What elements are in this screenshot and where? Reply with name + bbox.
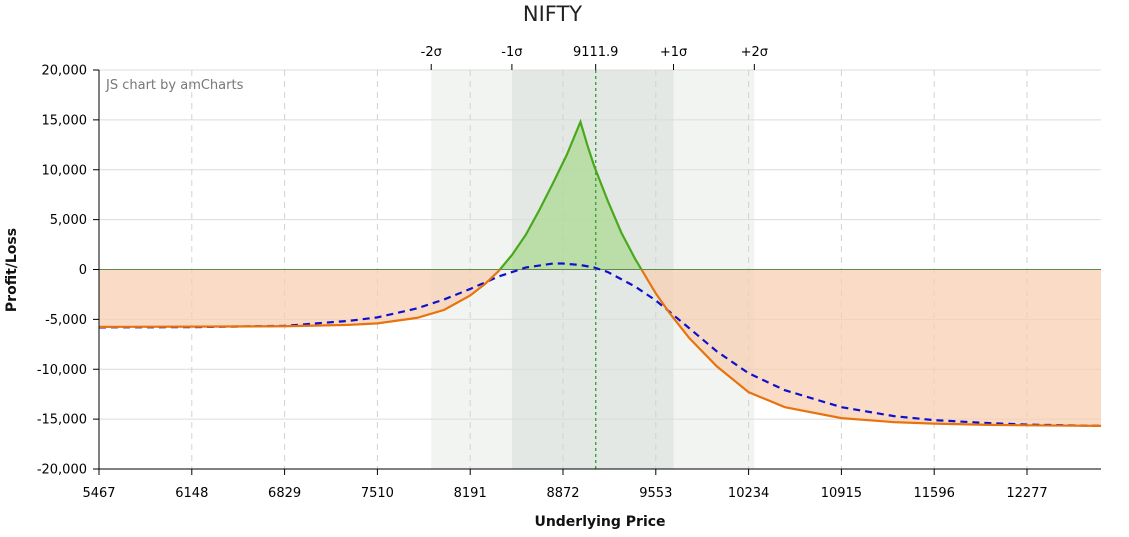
x-tick-label: 10234 bbox=[728, 486, 769, 501]
sigma-label: +2σ bbox=[741, 45, 768, 60]
y-tick-label: -15,000 bbox=[37, 413, 87, 428]
y-tick-label: -5,000 bbox=[45, 313, 87, 328]
y-tick-label: 15,000 bbox=[42, 113, 88, 128]
y-tick-label: 0 bbox=[79, 263, 87, 278]
x-tick-label: 9553 bbox=[639, 486, 672, 501]
x-tick-label: 7510 bbox=[361, 486, 394, 501]
y-tick-label: 5,000 bbox=[50, 213, 87, 228]
x-tick-label: 5467 bbox=[82, 486, 115, 501]
y-tick-label: -20,000 bbox=[37, 463, 87, 478]
t0-pl-line bbox=[98, 262, 1102, 428]
x-tick-label: 6829 bbox=[268, 486, 301, 501]
sigma-label: +1σ bbox=[660, 45, 687, 60]
x-axis-label: Underlying Price bbox=[534, 514, 666, 530]
x-tick-label: 6148 bbox=[175, 486, 208, 501]
expiry-pl-line-profit bbox=[498, 118, 643, 270]
chart-credit[interactable]: JS chart by amCharts bbox=[106, 78, 244, 93]
y-tick-label: -10,000 bbox=[37, 363, 87, 378]
current-price-label: 9111.9 bbox=[573, 45, 619, 60]
loss-area bbox=[99, 269, 1101, 426]
y-tick-label: 10,000 bbox=[42, 163, 88, 178]
x-tick-label: 10915 bbox=[821, 486, 862, 501]
expiry-pl-line-loss bbox=[99, 269, 1101, 428]
x-tick-label: 8872 bbox=[546, 486, 579, 501]
sigma-label: -2σ bbox=[421, 45, 442, 60]
y-tick-label: 20,000 bbox=[42, 64, 88, 79]
chart-title: NIFTY bbox=[522, 2, 583, 26]
x-tick-label: 12277 bbox=[1006, 486, 1047, 501]
sigma-label: -1σ bbox=[501, 45, 522, 60]
profit-area bbox=[99, 121, 1101, 270]
x-tick-label: 11596 bbox=[914, 486, 955, 501]
x-tick-label: 8191 bbox=[454, 486, 487, 501]
